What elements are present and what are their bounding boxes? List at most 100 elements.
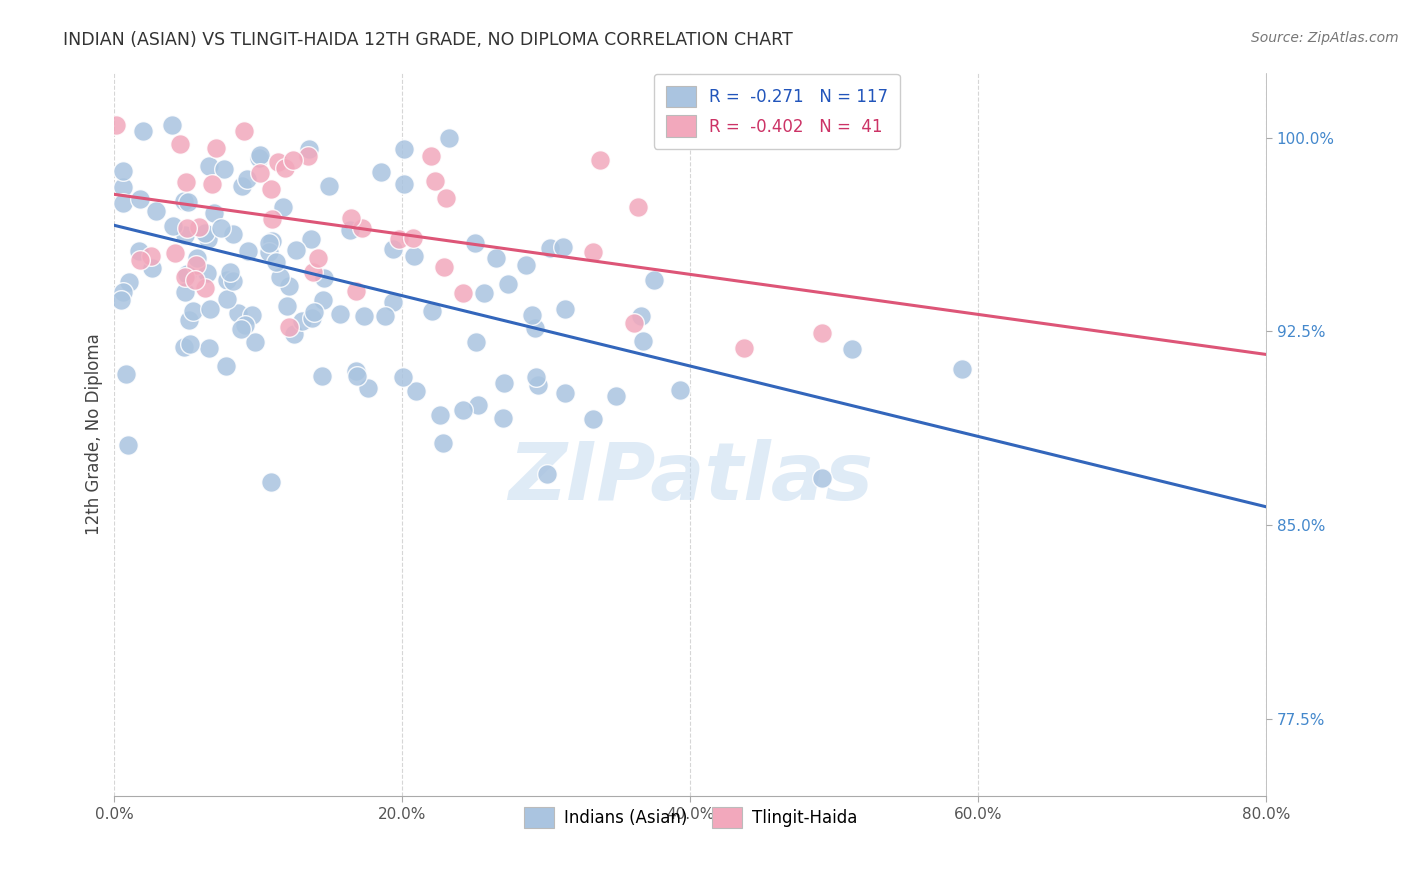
Point bbox=[307, 251, 329, 265]
Point bbox=[111, 179, 134, 194]
Point bbox=[183, 273, 205, 287]
Point bbox=[141, 260, 163, 275]
Point bbox=[118, 275, 141, 289]
Text: INDIAN (ASIAN) VS TLINGIT-HAIDA 12TH GRADE, NO DIPLOMA CORRELATION CHART: INDIAN (ASIAN) VS TLINGIT-HAIDA 12TH GRA… bbox=[63, 31, 793, 49]
Point bbox=[554, 301, 576, 316]
Point bbox=[312, 293, 335, 308]
Point bbox=[950, 362, 973, 376]
Point bbox=[382, 294, 405, 309]
Point bbox=[205, 141, 228, 155]
Point bbox=[554, 386, 576, 401]
Point bbox=[631, 334, 654, 348]
Point bbox=[589, 153, 612, 168]
Point bbox=[304, 305, 326, 319]
Point bbox=[160, 118, 183, 132]
Point bbox=[841, 343, 863, 357]
Point bbox=[111, 196, 134, 211]
Point bbox=[260, 475, 283, 490]
Point bbox=[402, 249, 425, 263]
Point bbox=[215, 293, 238, 307]
Point bbox=[811, 326, 834, 341]
Text: ZIPatlas: ZIPatlas bbox=[508, 439, 873, 517]
Point bbox=[174, 285, 197, 300]
Point bbox=[623, 316, 645, 330]
Point bbox=[173, 270, 195, 285]
Point bbox=[515, 258, 537, 272]
Point bbox=[179, 337, 201, 351]
Point bbox=[243, 335, 266, 350]
Point bbox=[420, 304, 443, 318]
Point bbox=[165, 245, 187, 260]
Point bbox=[434, 191, 457, 205]
Legend: Indians (Asian), Tlingit-Haida: Indians (Asian), Tlingit-Haida bbox=[517, 800, 863, 835]
Point bbox=[176, 267, 198, 281]
Point bbox=[344, 284, 367, 298]
Point bbox=[112, 164, 135, 178]
Point bbox=[222, 274, 245, 288]
Point bbox=[197, 232, 219, 246]
Point bbox=[381, 242, 404, 256]
Point bbox=[401, 231, 423, 245]
Point bbox=[273, 201, 295, 215]
Point bbox=[260, 182, 283, 196]
Point bbox=[176, 195, 198, 210]
Point bbox=[176, 220, 198, 235]
Point bbox=[259, 244, 281, 259]
Point bbox=[733, 341, 755, 355]
Point bbox=[198, 302, 221, 317]
Point bbox=[340, 211, 363, 225]
Point bbox=[277, 278, 299, 293]
Point bbox=[527, 377, 550, 392]
Point bbox=[472, 285, 495, 300]
Point bbox=[218, 265, 240, 279]
Point bbox=[215, 359, 238, 374]
Point bbox=[301, 310, 323, 325]
Point bbox=[232, 124, 254, 138]
Point bbox=[582, 245, 605, 260]
Point bbox=[492, 410, 515, 425]
Point bbox=[195, 266, 218, 280]
Point bbox=[346, 369, 368, 384]
Y-axis label: 12th Grade, No Diploma: 12th Grade, No Diploma bbox=[86, 334, 103, 535]
Point bbox=[186, 258, 208, 272]
Point bbox=[388, 232, 411, 246]
Point bbox=[370, 165, 392, 179]
Point bbox=[536, 467, 558, 481]
Point bbox=[117, 438, 139, 452]
Point bbox=[139, 249, 162, 263]
Point bbox=[297, 149, 319, 163]
Point bbox=[238, 244, 260, 258]
Point bbox=[274, 161, 297, 175]
Point bbox=[630, 309, 652, 323]
Point bbox=[235, 318, 257, 333]
Point bbox=[259, 236, 281, 251]
Point bbox=[212, 161, 235, 176]
Point bbox=[627, 200, 650, 214]
Point bbox=[226, 305, 249, 319]
Point bbox=[174, 175, 197, 189]
Point bbox=[811, 471, 834, 485]
Point bbox=[523, 320, 546, 334]
Point bbox=[111, 285, 134, 299]
Point bbox=[374, 309, 396, 323]
Point bbox=[453, 286, 475, 301]
Point bbox=[429, 409, 451, 423]
Point bbox=[169, 137, 191, 152]
Point bbox=[188, 220, 211, 235]
Point bbox=[329, 307, 352, 321]
Point bbox=[247, 151, 270, 165]
Point bbox=[496, 277, 519, 292]
Point bbox=[236, 171, 259, 186]
Point bbox=[231, 179, 253, 194]
Point bbox=[318, 179, 340, 194]
Point bbox=[173, 340, 195, 354]
Point bbox=[249, 166, 271, 180]
Point bbox=[524, 369, 547, 384]
Point bbox=[344, 364, 367, 378]
Point bbox=[104, 118, 127, 132]
Text: Source: ZipAtlas.com: Source: ZipAtlas.com bbox=[1251, 31, 1399, 45]
Point bbox=[173, 194, 195, 208]
Point bbox=[643, 273, 665, 287]
Point bbox=[115, 367, 138, 381]
Point bbox=[551, 240, 574, 254]
